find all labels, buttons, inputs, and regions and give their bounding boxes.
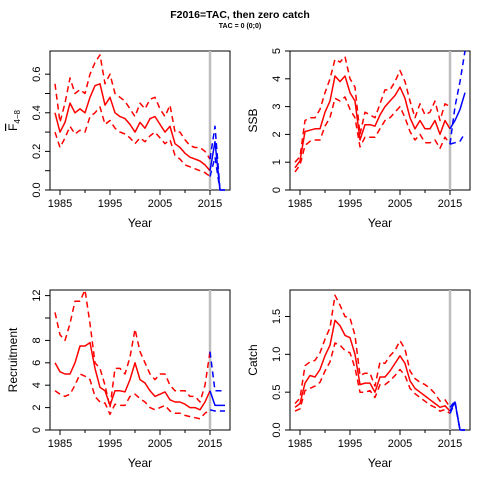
y-tick-label: 1.0 xyxy=(271,347,283,362)
y-axis-label-main: F xyxy=(6,124,20,131)
y-tick-label: 8 xyxy=(31,337,43,343)
series-projection-lower-line xyxy=(449,132,466,145)
x-tick-label: 1995 xyxy=(98,438,122,450)
series-upper-line xyxy=(294,55,451,163)
y-tick-label: 0.4 xyxy=(31,105,43,120)
y-tick-label: 3 xyxy=(271,104,283,110)
chart-panel-bottom-right: 1985 1995 2005 2015 0.0 0.5 1.0 1.5 Year Catch xyxy=(246,289,471,470)
series-estimate-line xyxy=(294,319,451,412)
series-lower-line xyxy=(294,96,451,173)
y-tick-label: 2 xyxy=(31,405,43,411)
x-tick-label: 1985 xyxy=(288,198,312,210)
series-lower-line xyxy=(54,106,211,178)
y-axis-label: Catch xyxy=(246,344,260,375)
x-tick-label: 2015 xyxy=(438,438,462,450)
y-tick-label: 5 xyxy=(271,48,283,54)
x-tick-label: 2015 xyxy=(198,438,222,450)
x-tick-label: 2015 xyxy=(438,198,462,210)
y-axis-label: SSB xyxy=(246,108,260,132)
y-tick-label: 6 xyxy=(31,360,43,366)
y-tick-label: 1.5 xyxy=(271,309,283,324)
series-projection-line xyxy=(449,92,466,130)
x-tick-label: 2005 xyxy=(148,198,172,210)
x-tick-label: 2005 xyxy=(388,198,412,210)
x-tick-label: 2015 xyxy=(198,198,222,210)
y-tick-label: 0.0 xyxy=(31,182,43,197)
x-axis-label: Year xyxy=(368,216,392,230)
series-upper-line xyxy=(294,294,451,408)
y-tick-label: 0.5 xyxy=(271,385,283,400)
x-tick-label: 1995 xyxy=(338,438,362,450)
x-tick-label: 1995 xyxy=(98,198,122,210)
y-axis-label-subscript: 4−8 xyxy=(13,109,22,123)
series-lower-line xyxy=(54,373,211,420)
y-tick-label: 0.6 xyxy=(31,67,43,82)
figure-title: F2016=TAC, then zero catch xyxy=(170,9,310,21)
y-tick-label: 12 xyxy=(31,289,43,301)
series-upper-line xyxy=(54,54,211,160)
plot-frame xyxy=(49,50,231,191)
series-projection-upper-line xyxy=(449,50,466,145)
x-axis-label: Year xyxy=(368,456,392,470)
chart-panel-bottom-left: 1985 1995 2005 2015 0 2 4 6 8 12 Year Recruitment xyxy=(6,289,231,470)
y-axis-label: F4−8 xyxy=(6,109,22,130)
x-tick-label: 1985 xyxy=(48,438,72,450)
series-projection-upper-line xyxy=(209,351,225,392)
x-axis-label: Year xyxy=(128,456,152,470)
x-tick-label: 1985 xyxy=(48,198,72,210)
x-tick-label: 2005 xyxy=(148,438,172,450)
series-projection-lower-line xyxy=(209,409,225,412)
y-axis-label: Recruitment xyxy=(6,327,20,392)
y-tick-label: 0.0 xyxy=(271,422,283,437)
plot-frame xyxy=(289,289,471,431)
y-tick-label: 4 xyxy=(31,382,43,388)
plot-frame xyxy=(289,50,471,191)
y-tick-label: 4 xyxy=(271,76,283,82)
series-projection-upper-line xyxy=(209,125,225,191)
series-projection-line xyxy=(209,390,225,407)
series-estimate-line xyxy=(54,83,211,172)
y-tick-label: 0 xyxy=(31,427,43,433)
series-lower-line xyxy=(294,342,451,414)
series-projection-lower-line xyxy=(209,156,225,191)
figure-subtitle: TAC = 0 (0;0) xyxy=(218,23,262,30)
x-tick-label: 1995 xyxy=(338,198,362,210)
chart-panel-top-right: 1985 1995 2005 2015 0 1 2 3 4 5 Year SSB xyxy=(246,48,471,230)
series-upper-line xyxy=(54,289,211,409)
x-tick-label: 1985 xyxy=(288,438,312,450)
plot-frame xyxy=(49,289,231,431)
x-tick-label: 2005 xyxy=(388,438,412,450)
y-tick-label: 2 xyxy=(271,131,283,137)
y-tick-label: 1 xyxy=(271,159,283,165)
series-projection-lower-line xyxy=(449,402,465,431)
chart-panel-top-left: 1985 1995 2005 2015 0.0 0.2 0.4 0.6 Year F4−8 xyxy=(6,50,231,230)
series-estimate-line xyxy=(54,341,211,411)
x-axis-label: Year xyxy=(128,216,152,230)
series-estimate-line xyxy=(294,75,451,169)
y-tick-label: 0.2 xyxy=(31,144,43,159)
y-tick-label: 0 xyxy=(271,187,283,193)
